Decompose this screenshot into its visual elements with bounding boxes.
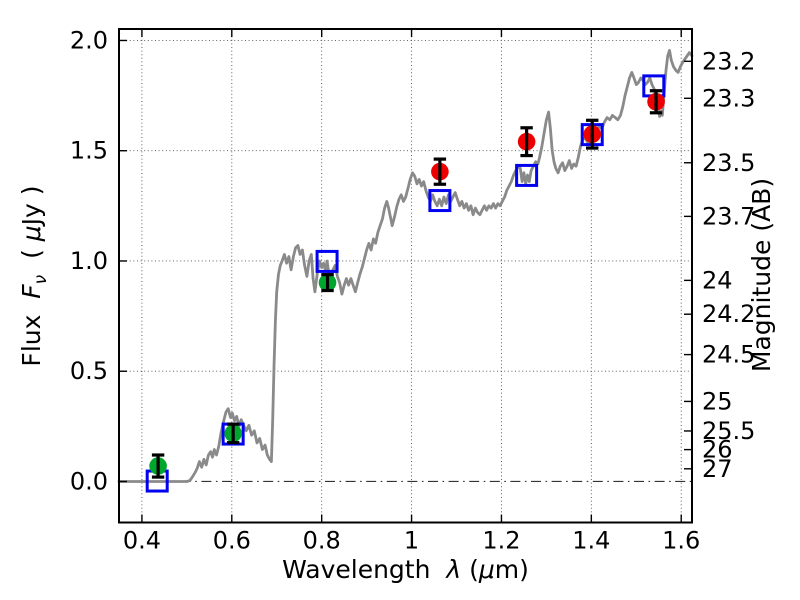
model-spectrum-line bbox=[117, 49, 694, 483]
x-tick-label: 1.4 bbox=[572, 527, 610, 555]
x-tick-label: 1 bbox=[404, 527, 419, 555]
x-tick-label: 0.4 bbox=[123, 527, 161, 555]
x-tick-label: 0.6 bbox=[213, 527, 251, 555]
y-tick-label-left: 0.0 bbox=[70, 467, 108, 495]
model-photometry-square bbox=[428, 189, 452, 213]
x-tick-label: 0.8 bbox=[303, 527, 341, 555]
y-axis-label-right: Magnitude (AB) bbox=[747, 178, 776, 372]
y-tick-label-left: 1.5 bbox=[70, 137, 108, 165]
x-axis-label: Wavelength λ (μm) bbox=[282, 555, 529, 584]
model-photometry-square bbox=[315, 249, 339, 273]
y-tick-label-left: 2.0 bbox=[70, 26, 108, 54]
y-tick-label-left: 1.0 bbox=[70, 247, 108, 275]
magnitude-tick-label: 24.5 bbox=[702, 341, 755, 369]
magnitude-tick-label: 27 bbox=[702, 455, 733, 483]
magnitude-tick-label: 23.3 bbox=[702, 84, 755, 112]
magnitude-tick-label: 23.2 bbox=[702, 47, 755, 75]
magnitude-tick-label: 23.7 bbox=[702, 202, 755, 230]
y-axis-label-left: Flux Fν ( μJy ) bbox=[17, 185, 51, 366]
magnitude-tick-label: 26 bbox=[702, 436, 733, 464]
x-tick-label: 1.6 bbox=[662, 527, 700, 555]
axes-frame bbox=[118, 28, 693, 524]
magnitude-tick-label: 24 bbox=[702, 266, 733, 294]
magnitude-tick-label: 24.2 bbox=[702, 300, 755, 328]
model-photometry-square bbox=[515, 163, 539, 187]
magnitude-tick-label: 25.5 bbox=[702, 417, 755, 445]
magnitude-tick-label: 23.5 bbox=[702, 149, 755, 177]
x-tick-label: 1.2 bbox=[482, 527, 520, 555]
y-tick-label-left: 0.5 bbox=[70, 357, 108, 385]
magnitude-tick-label: 25 bbox=[702, 387, 733, 415]
